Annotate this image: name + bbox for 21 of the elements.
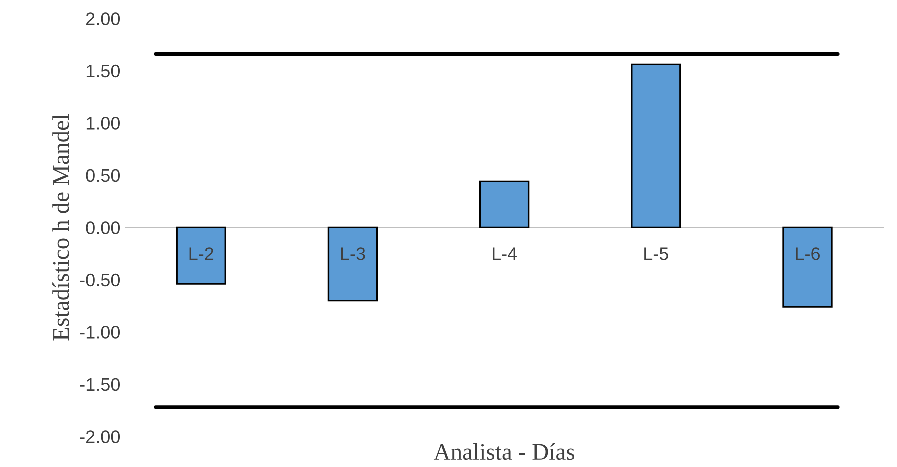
y-tick-label: 0.50 xyxy=(86,169,120,182)
y-tick-label: 2.00 xyxy=(86,12,120,26)
y-tick-label: -2.00 xyxy=(80,430,120,444)
y-tick-label: -1.00 xyxy=(80,326,120,339)
bar xyxy=(782,226,833,308)
bar xyxy=(328,226,378,302)
bar xyxy=(631,64,682,228)
x-tick-label: L-2 xyxy=(190,248,214,260)
bar xyxy=(479,180,530,228)
x-tick-label: L-5 xyxy=(644,248,668,260)
y-tick-label: 1.50 xyxy=(86,64,120,78)
bar xyxy=(176,226,226,285)
y-axis-title: Estadístico h de Mandel xyxy=(52,114,70,341)
y-tick-label: -1.50 xyxy=(80,378,120,392)
y-tick-label: -0.50 xyxy=(80,274,120,287)
x-tick-label: L-6 xyxy=(796,248,820,260)
y-tick-label: 0.00 xyxy=(86,222,120,234)
x-tick-label: L-3 xyxy=(341,248,366,260)
x-axis-title: Analista - Días xyxy=(434,443,575,460)
x-tick-label: L-4 xyxy=(492,248,518,260)
y-tick-label: 1.00 xyxy=(86,117,120,130)
